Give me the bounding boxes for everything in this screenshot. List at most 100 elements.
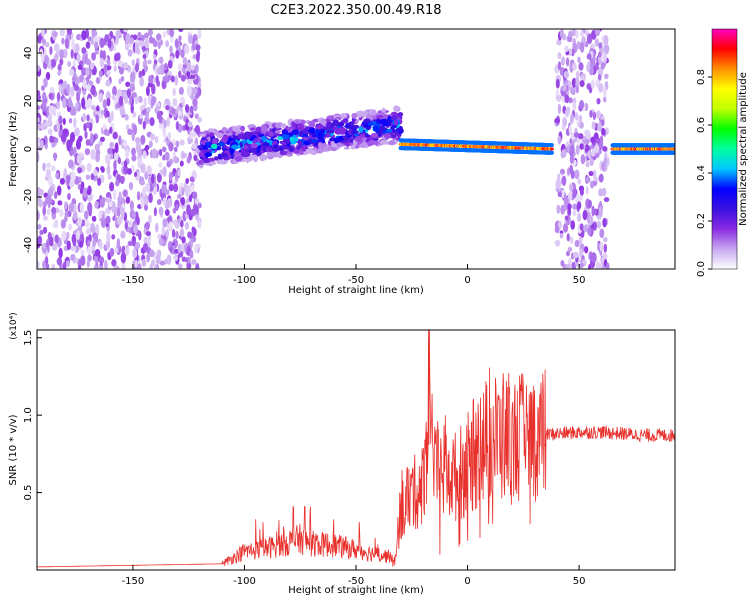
spectrogram-cell <box>559 232 564 239</box>
spectrogram-cell <box>168 220 173 230</box>
spectrogram-cell <box>149 263 154 269</box>
spectrogram-cell <box>70 254 75 261</box>
spectrogram-cell <box>134 62 140 73</box>
spectrogram-cell <box>585 145 590 152</box>
spectrogram-cell <box>90 222 95 234</box>
spectrogram-cell <box>270 152 279 158</box>
spectrogram-cell <box>51 243 58 251</box>
spectrogram-cell <box>234 155 243 162</box>
spectrogram-cell <box>84 100 89 109</box>
spectrogram-cell <box>175 140 180 148</box>
spectrogram-cell <box>45 263 50 269</box>
spectrogram-cell <box>579 121 584 129</box>
spectrogram-cell <box>584 138 590 145</box>
spectrogram-cell <box>152 148 157 159</box>
spectrogram-cell <box>87 195 92 202</box>
spectrogram-cell <box>93 36 99 44</box>
colorbar-tick-label: 0.8 <box>696 69 707 85</box>
spectrogram-cell <box>564 108 570 118</box>
spectrogram-cell <box>78 176 82 184</box>
spectrogram-cell <box>591 205 595 217</box>
spectrogram-cell <box>62 81 67 90</box>
spectrogram-cell <box>65 260 70 267</box>
spectrogram-cell <box>603 243 608 253</box>
spectrogram-cell <box>105 79 111 87</box>
spectrogram-cell <box>105 215 111 225</box>
spectrogram-cell <box>348 128 353 136</box>
spectrogram-cell <box>175 49 180 59</box>
spectrogram-cell <box>58 115 63 125</box>
spectrogram-cell <box>97 177 102 187</box>
spectrogram-cell <box>282 134 289 140</box>
spectrogram-cell <box>133 124 138 135</box>
spectrogram-cell <box>260 136 267 141</box>
spectrogram-cell <box>289 136 295 142</box>
spectrogram-cell <box>187 231 193 239</box>
spectrogram-cell <box>112 131 118 140</box>
spectrogram-cell <box>49 86 55 94</box>
spectrogram-cell <box>42 215 48 221</box>
spectrogram-cell <box>250 147 258 153</box>
spectrogram-cell <box>120 110 126 116</box>
spectrogram-cell <box>184 44 190 55</box>
spectrogram-cell <box>155 75 159 84</box>
spectrogram-cell <box>172 219 178 226</box>
spectrogram-cell <box>595 110 601 119</box>
spectrogram-cell <box>332 137 341 144</box>
spectrogram-cell <box>105 197 111 203</box>
spectrogram-cell <box>67 61 72 67</box>
spectrogram-cell <box>55 172 60 180</box>
spectrogram-cell <box>100 109 105 115</box>
spectrogram-y-tick-label: -20 <box>23 189 34 205</box>
spectrogram-cell <box>106 231 111 243</box>
spectrogram-cell <box>191 258 197 266</box>
spectrogram-cell <box>158 148 163 157</box>
spectrogram-cell <box>204 152 213 158</box>
spectrogram-cell <box>591 252 597 264</box>
spectrogram-cell <box>594 29 601 37</box>
spectrogram-cell <box>205 142 211 146</box>
spectrogram-cell <box>574 239 580 248</box>
spectrogram-cell <box>51 165 56 172</box>
spectrogram-cell <box>87 254 92 262</box>
spectrogram-cell <box>77 264 82 269</box>
spectrogram-y-tick-label: 0 <box>23 146 34 152</box>
spectrogram-cell <box>148 176 152 185</box>
spectrogram-cell <box>59 58 64 66</box>
colorbar-tick-label: 0.4 <box>696 165 707 181</box>
spectrogram-cell <box>82 78 87 90</box>
spectrogram-cell <box>42 205 46 216</box>
spectrogram-cell <box>336 142 343 148</box>
colorbar-tick-label: 0.0 <box>696 261 707 277</box>
spectrogram-cell <box>49 236 54 247</box>
spectrogram-cell <box>66 83 71 94</box>
spectrogram-cell <box>599 241 604 252</box>
spectrogram-cell <box>194 93 200 100</box>
spectrogram-cell <box>248 124 256 128</box>
spectrogram-cell <box>140 134 146 145</box>
spectrogram-cell <box>37 224 42 230</box>
spectrogram-cell <box>67 223 73 231</box>
spectrogram-x-tick-label: -150 <box>122 275 145 286</box>
spectrogram-cell <box>142 150 147 159</box>
spectrogram-cell <box>153 59 158 65</box>
spectrogram-cell <box>58 83 63 93</box>
spectrogram-cell <box>108 201 113 208</box>
spectrogram-cell <box>171 107 175 115</box>
spectrogram-cell <box>124 148 130 159</box>
spectrogram-cell <box>37 235 43 246</box>
spectrogram-cell <box>129 71 136 83</box>
snr-x-tick-label: 50 <box>573 576 586 587</box>
spectrogram-cell <box>204 149 213 154</box>
spectrogram-cell <box>592 111 597 121</box>
snr-y-tick-label: 0.5 <box>23 485 34 501</box>
spectrogram-cell <box>181 236 186 244</box>
spectrogram-cell <box>309 129 314 134</box>
spectrogram-cell <box>91 30 98 37</box>
spectrogram-cell <box>39 229 44 236</box>
spectrogram-cell <box>50 58 57 68</box>
spectrogram-cell <box>132 111 137 118</box>
spectrogram-cell <box>318 136 323 143</box>
spectrogram-cell <box>148 75 153 84</box>
